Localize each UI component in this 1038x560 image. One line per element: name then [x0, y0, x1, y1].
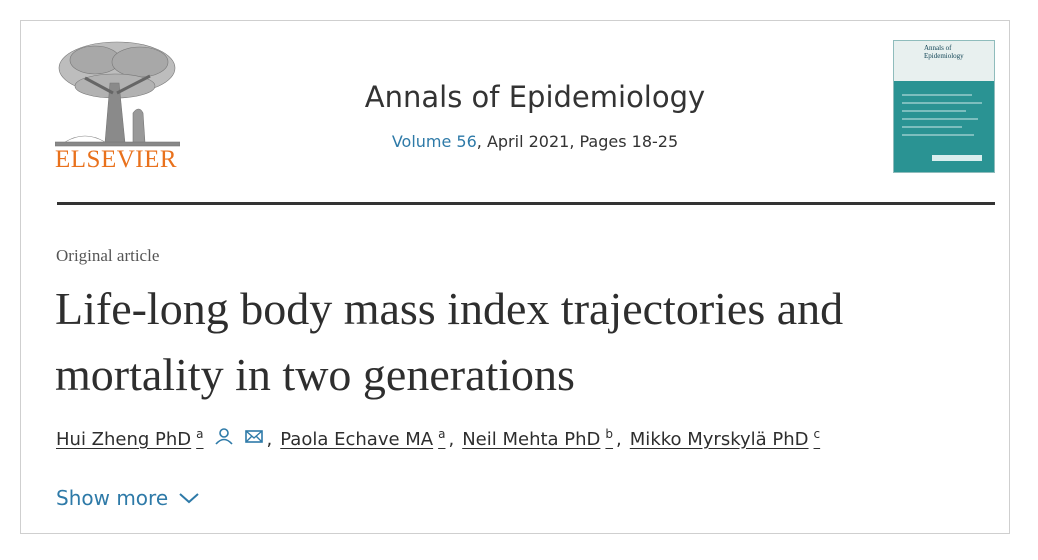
author-name-text[interactable]: Paola Echave MA	[280, 429, 434, 450]
journal-title[interactable]: Annals of Epidemiology	[364, 80, 706, 114]
author-separator: ,	[616, 429, 622, 450]
author[interactable]: Mikko Myrskylä PhD c	[630, 427, 820, 450]
show-more[interactable]: Show more	[56, 486, 202, 510]
issue-info: , April 2021, Pages 18-25	[476, 132, 679, 151]
email-icon[interactable]	[244, 427, 264, 445]
publisher-logo[interactable]	[55, 38, 180, 150]
volume-link[interactable]: Volume 56	[391, 132, 477, 151]
author-separator: ,	[266, 429, 273, 450]
issue-line: Volume 56, April 2021, Pages 18-25	[300, 132, 770, 151]
author-list: Hui Zheng PhD a, Paola Echave MA a, Neil Meh…	[56, 427, 820, 450]
affiliation-mark: b	[605, 427, 614, 441]
author-separator: ,	[448, 429, 455, 450]
publisher-name: ELSEVIER	[55, 146, 178, 173]
author-name-text[interactable]: Neil Mehta PhD	[462, 429, 601, 450]
author[interactable]: Hui Zheng PhD a	[56, 427, 204, 450]
cover-header	[894, 41, 994, 81]
affiliation-mark: a	[438, 427, 446, 441]
author-name-text[interactable]: Hui Zheng PhD	[56, 429, 192, 450]
author-profile-icon[interactable]	[214, 427, 234, 445]
affiliation-mark: c	[813, 427, 821, 441]
journal-cover[interactable]: Annals of Epidemiology	[893, 40, 995, 173]
cover-title: Annals of Epidemiology	[924, 44, 964, 60]
article-title: Life-long body mass index trajectories a…	[55, 283, 844, 400]
author-name-text[interactable]: Mikko Myrskylä PhD	[629, 429, 809, 450]
article-header	[20, 20, 1010, 534]
author[interactable]: Neil Mehta PhD b	[462, 427, 613, 450]
affiliation-mark: a	[196, 427, 204, 441]
cover-decoration	[902, 94, 982, 161]
author[interactable]: Paola Echave MA a	[280, 427, 445, 450]
show-more-label[interactable]: Show more	[56, 486, 169, 510]
header-rule	[57, 202, 995, 205]
chevron-icon[interactable]	[176, 490, 202, 506]
article-type: Original article	[56, 246, 160, 265]
